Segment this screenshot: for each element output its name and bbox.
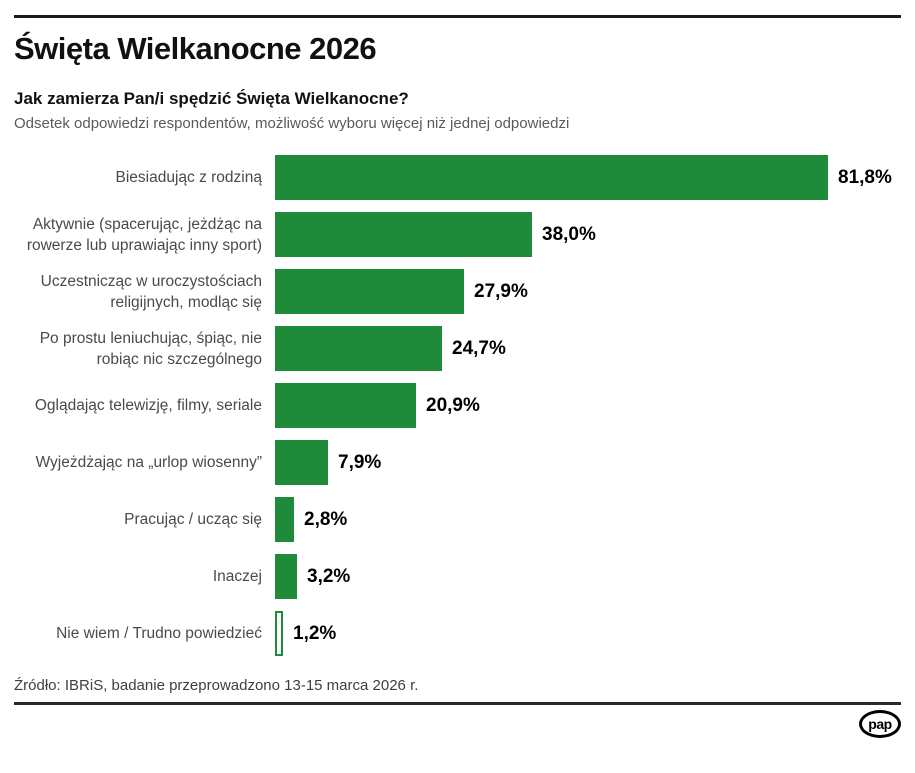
bar-chart: Biesiadując z rodziną 81,8% Aktywnie (sp… xyxy=(14,155,901,656)
chart-row: Pracując / ucząc się 2,8% xyxy=(14,497,901,542)
source-note: Źródło: IBRiS, badanie przeprowadzono 13… xyxy=(14,677,419,694)
chart-note: Odsetek odpowiedzi respondentów, możliwo… xyxy=(14,115,570,132)
bar-area: 38,0% xyxy=(275,212,901,257)
bar-area: 1,2% xyxy=(275,611,901,656)
chart-row: Biesiadując z rodziną 81,8% xyxy=(14,155,901,200)
bar-area: 20,9% xyxy=(275,383,901,428)
value-label: 81,8% xyxy=(838,166,892,188)
category-label: Inaczej xyxy=(212,568,262,585)
chart-row: Nie wiem / Trudno powiedzieć 1,2% xyxy=(14,611,901,656)
bar xyxy=(275,497,294,542)
logo-wrap: pap xyxy=(14,710,901,738)
infographic-page: Święta Wielkanocne 2026 Jak zamierza Pan… xyxy=(0,15,915,773)
value-label: 20,9% xyxy=(426,394,480,416)
chart-row: Aktywnie (spacerując, jeżdżąc na rowerze… xyxy=(14,212,901,257)
survey-question: Jak zamierza Pan/i spędzić Święta Wielka… xyxy=(14,89,409,108)
bar xyxy=(275,326,442,371)
bar xyxy=(275,554,297,599)
category-label: Aktywnie (spacerując, jeżdżąc na rowerze… xyxy=(26,215,262,254)
bar-area: 2,8% xyxy=(275,497,901,542)
chart-row: Uczestnicząc w uroczystościach religijny… xyxy=(14,269,901,314)
pap-logo: pap xyxy=(859,710,901,738)
chart-row: Po prostu leniuchując, śpiąc, nie robiąc… xyxy=(14,326,901,371)
bar-area: 3,2% xyxy=(275,554,901,599)
chart-row: Oglądając telewizję, filmy, seriale 20,9… xyxy=(14,383,901,428)
value-label: 7,9% xyxy=(338,451,382,473)
value-label: 38,0% xyxy=(542,223,596,245)
bar-area: 27,9% xyxy=(275,269,901,314)
top-rule xyxy=(14,15,901,18)
value-label: 3,2% xyxy=(307,565,351,587)
category-label: Wyjeżdżając na „urlop wiosenny” xyxy=(35,454,262,471)
category-label: Po prostu leniuchując, śpiąc, nie robiąc… xyxy=(39,329,262,368)
category-label: Pracując / ucząc się xyxy=(124,511,262,528)
bar-area: 81,8% xyxy=(275,155,901,200)
page-title: Święta Wielkanocne 2026 xyxy=(14,31,377,66)
value-label: 2,8% xyxy=(304,508,348,530)
bar-area: 7,9% xyxy=(275,440,901,485)
category-label: Uczestnicząc w uroczystościach religijny… xyxy=(40,272,262,311)
bar xyxy=(275,212,532,257)
bar-area: 24,7% xyxy=(275,326,901,371)
bottom-rule xyxy=(14,702,901,705)
bar xyxy=(275,611,283,656)
value-label: 27,9% xyxy=(474,280,528,302)
bar xyxy=(275,269,464,314)
bar xyxy=(275,383,416,428)
chart-row: Inaczej 3,2% xyxy=(14,554,901,599)
value-label: 1,2% xyxy=(293,622,337,644)
chart-row: Wyjeżdżając na „urlop wiosenny” 7,9% xyxy=(14,440,901,485)
bar xyxy=(275,155,828,200)
category-label: Nie wiem / Trudno powiedzieć xyxy=(56,625,262,642)
category-label: Oglądając telewizję, filmy, seriale xyxy=(34,397,262,414)
category-label: Biesiadując z rodziną xyxy=(115,169,262,186)
chart-rows: Biesiadując z rodziną 81,8% Aktywnie (sp… xyxy=(14,155,901,656)
bar xyxy=(275,440,328,485)
value-label: 24,7% xyxy=(452,337,506,359)
